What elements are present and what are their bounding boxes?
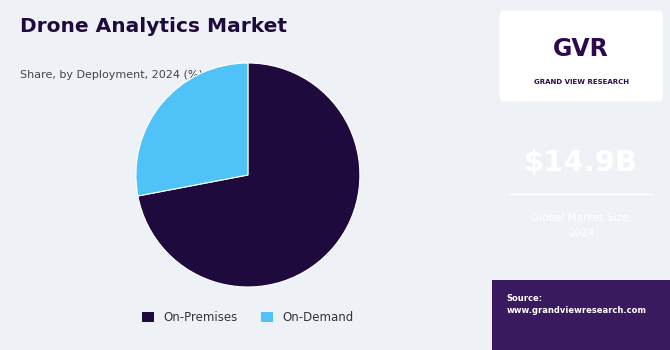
Text: $14.9B: $14.9B <box>524 149 639 177</box>
Legend: On-Premises, On-Demand: On-Premises, On-Demand <box>137 306 358 329</box>
Wedge shape <box>136 63 248 196</box>
Text: Source:
www.grandviewresearch.com: Source: www.grandviewresearch.com <box>507 294 647 315</box>
Text: GRAND VIEW RESEARCH: GRAND VIEW RESEARCH <box>534 79 628 85</box>
Text: Global Market Size,
2024: Global Market Size, 2024 <box>531 214 632 238</box>
Text: Share, by Deployment, 2024 (%): Share, by Deployment, 2024 (%) <box>19 70 202 80</box>
FancyBboxPatch shape <box>492 280 670 350</box>
Text: Drone Analytics Market: Drone Analytics Market <box>19 18 287 36</box>
Text: GVR: GVR <box>553 37 609 61</box>
Wedge shape <box>138 63 360 287</box>
FancyBboxPatch shape <box>500 10 663 102</box>
